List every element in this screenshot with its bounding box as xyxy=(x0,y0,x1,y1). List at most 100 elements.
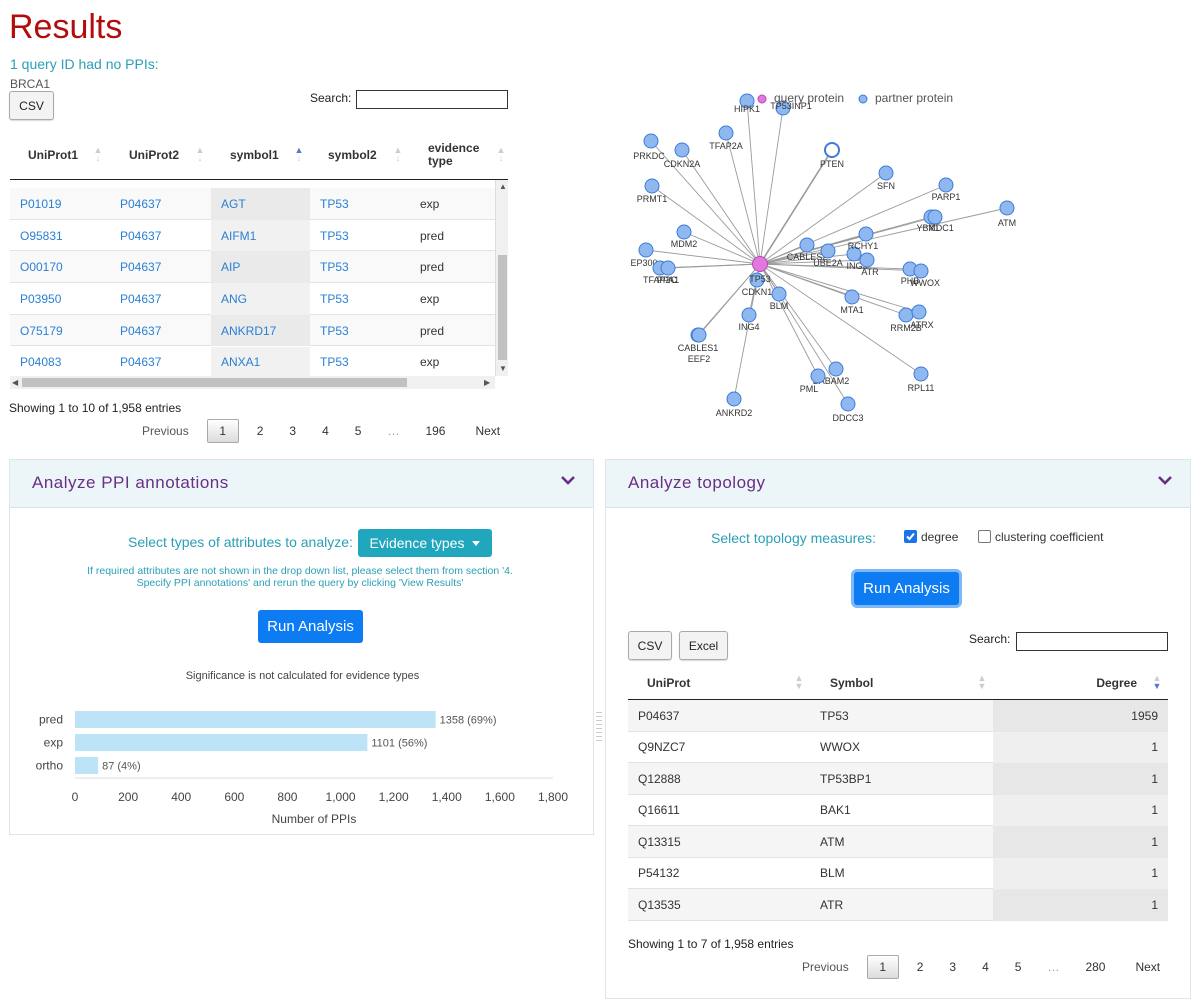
cell-uniprot1[interactable]: O75179 xyxy=(20,323,63,338)
pagination-page[interactable]: 1 xyxy=(206,419,239,443)
csv-button[interactable]: CSV xyxy=(9,91,54,120)
vertical-scrollbar[interactable]: ▲ ▼ xyxy=(495,180,508,376)
panel-header[interactable]: Analyze topology xyxy=(606,460,1190,508)
evidence-types-dropdown[interactable]: Evidence types xyxy=(358,529,492,557)
table-row: P03950 P04637 ANG TP53 exp xyxy=(10,283,495,315)
cell-uniprot2[interactable]: P04637 xyxy=(120,228,162,243)
table-row: Q16611 BAK1 1 xyxy=(628,794,1168,826)
chevron-down-icon[interactable] xyxy=(557,470,579,492)
chevron-down-icon[interactable] xyxy=(1154,470,1176,492)
sort-ascending-icon[interactable]: ▲ ↓ xyxy=(294,145,304,163)
scroll-right-icon[interactable]: ▶ xyxy=(484,378,491,387)
cell-symbol2[interactable]: TP53 xyxy=(320,323,349,338)
search-input[interactable] xyxy=(356,90,508,109)
cell-degree: 1 xyxy=(993,857,1168,889)
edge-cables2 xyxy=(759,244,808,265)
x-tick-label: 1,400 xyxy=(432,790,462,804)
cell-uniprot1[interactable]: P03950 xyxy=(20,291,62,306)
pagination-page[interactable]: 280 xyxy=(1085,960,1106,974)
pagination-next[interactable]: Next xyxy=(475,424,501,438)
cell-uniprot2[interactable]: P04637 xyxy=(120,355,162,370)
node-ing5 xyxy=(846,246,862,262)
sort-arrows-icon[interactable]: ▲ ↓ xyxy=(195,145,205,163)
column-header-uniprot1[interactable]: UniProt1 xyxy=(28,148,79,162)
pagination-page[interactable]: 3 xyxy=(949,960,957,974)
bar-pred xyxy=(75,711,436,728)
pagination-next[interactable]: Next xyxy=(1135,960,1161,974)
column-header-evidence-type[interactable]: evidence type xyxy=(428,141,480,168)
cell-symbol1[interactable]: ANXA1 xyxy=(211,346,310,376)
cell-symbol2[interactable]: TP53 xyxy=(320,291,349,306)
cell-symbol2[interactable]: TP53 xyxy=(320,260,349,275)
cell-symbol1[interactable]: ANKRD17 xyxy=(211,314,310,347)
edge-tp53inp1 xyxy=(759,107,784,265)
csv-button[interactable]: CSV xyxy=(628,631,672,660)
excel-button[interactable]: Excel xyxy=(679,631,728,660)
clustering-coefficient-label[interactable]: clustering coefficient xyxy=(995,530,1104,544)
sort-arrows-icon[interactable]: ▲ ▼ xyxy=(794,673,804,691)
cell-uniprot2[interactable]: P04637 xyxy=(120,323,162,338)
pagination-page[interactable]: 196 xyxy=(425,424,446,438)
sort-arrows-icon[interactable]: ▲ ↓ xyxy=(93,145,103,163)
node-label: ATR xyxy=(861,267,879,277)
cell-uniprot1[interactable]: O00170 xyxy=(20,260,63,275)
sort-arrows-icon[interactable]: ▲ ↓ xyxy=(496,145,506,163)
panel-header[interactable]: Analyze PPI annotations xyxy=(10,460,593,508)
cell-symbol2[interactable]: TP53 xyxy=(320,196,349,211)
cell-symbol1[interactable]: AIFM1 xyxy=(211,219,310,252)
scroll-left-icon[interactable]: ◀ xyxy=(12,378,19,387)
column-header-uniprot2[interactable]: UniProt2 xyxy=(129,148,180,162)
cell-symbol2[interactable]: TP53 xyxy=(320,355,349,370)
node-mdm2 xyxy=(676,224,692,240)
cell-uniprot2[interactable]: P04637 xyxy=(120,260,162,275)
pagination-page[interactable]: 4 xyxy=(322,424,329,438)
select-topology-label: Select topology measures: xyxy=(711,530,876,546)
cell-uniprot1[interactable]: P01019 xyxy=(20,196,62,211)
pagination-previous[interactable]: Previous xyxy=(142,424,189,438)
x-tick-label: 1,800 xyxy=(538,790,568,804)
cell-symbol2[interactable]: TP53 xyxy=(320,228,349,243)
horizontal-scrollbar[interactable]: ◀ ▶ xyxy=(10,376,495,389)
cell-symbol1[interactable]: AGT xyxy=(211,188,310,220)
cell-uniprot1[interactable]: O95831 xyxy=(20,228,63,243)
sort-arrows-icon[interactable]: ▲ ↓ xyxy=(393,145,403,163)
panel-splitter-handle[interactable] xyxy=(596,712,602,748)
pagination-page[interactable]: 5 xyxy=(1014,960,1022,974)
cell-uniprot2[interactable]: P04637 xyxy=(120,291,162,306)
degree-label[interactable]: degree xyxy=(921,530,959,544)
cell-symbol1[interactable]: ANG xyxy=(211,283,310,315)
degree-checkbox[interactable] xyxy=(904,530,917,543)
clustering-coefficient-checkbox[interactable] xyxy=(978,530,991,543)
column-header-symbol2[interactable]: symbol2 xyxy=(328,148,377,162)
pagination: Previous 1 2 3 4 5 … 196 Next xyxy=(134,419,508,443)
search-input[interactable] xyxy=(1016,632,1168,651)
sort-arrows-icon[interactable]: ▲ ▼ xyxy=(977,673,987,691)
cell-uniprot: P54132 xyxy=(638,866,680,881)
pagination-page[interactable]: 2 xyxy=(256,424,264,438)
column-header-degree[interactable]: Degree xyxy=(1096,675,1137,690)
pagination-page[interactable]: 4 xyxy=(982,960,989,974)
pagination-page[interactable]: 5 xyxy=(354,424,362,438)
column-header-symbol[interactable]: Symbol xyxy=(830,675,874,690)
cell-symbol1[interactable]: AIP xyxy=(211,251,310,284)
node-label: MDC1 xyxy=(928,223,954,233)
column-header-uniprot[interactable]: UniProt xyxy=(647,675,691,690)
pagination-page[interactable]: 1 xyxy=(866,955,899,979)
sort-descending-icon[interactable]: ▲ ▼ xyxy=(1152,673,1162,691)
scrollbar-thumb[interactable] xyxy=(22,378,407,387)
cell-uniprot2[interactable]: P04637 xyxy=(120,196,162,211)
scroll-up-icon[interactable]: ▲ xyxy=(499,182,507,191)
pagination-page[interactable]: 3 xyxy=(289,424,297,438)
edge-ing5 xyxy=(759,253,855,265)
x-tick-label: 0 xyxy=(72,790,79,804)
column-header-symbol1[interactable]: symbol1 xyxy=(230,148,279,162)
run-analysis-button[interactable]: Run Analysis xyxy=(854,572,959,605)
scrollbar-thumb[interactable] xyxy=(498,255,507,360)
scroll-down-icon[interactable]: ▼ xyxy=(499,364,507,373)
node-pml xyxy=(810,368,826,384)
pagination-previous[interactable]: Previous xyxy=(802,960,849,974)
cell-uniprot1[interactable]: P04083 xyxy=(20,355,62,370)
pagination-page[interactable]: 2 xyxy=(916,960,924,974)
run-analysis-button[interactable]: Run Analysis xyxy=(258,610,363,643)
